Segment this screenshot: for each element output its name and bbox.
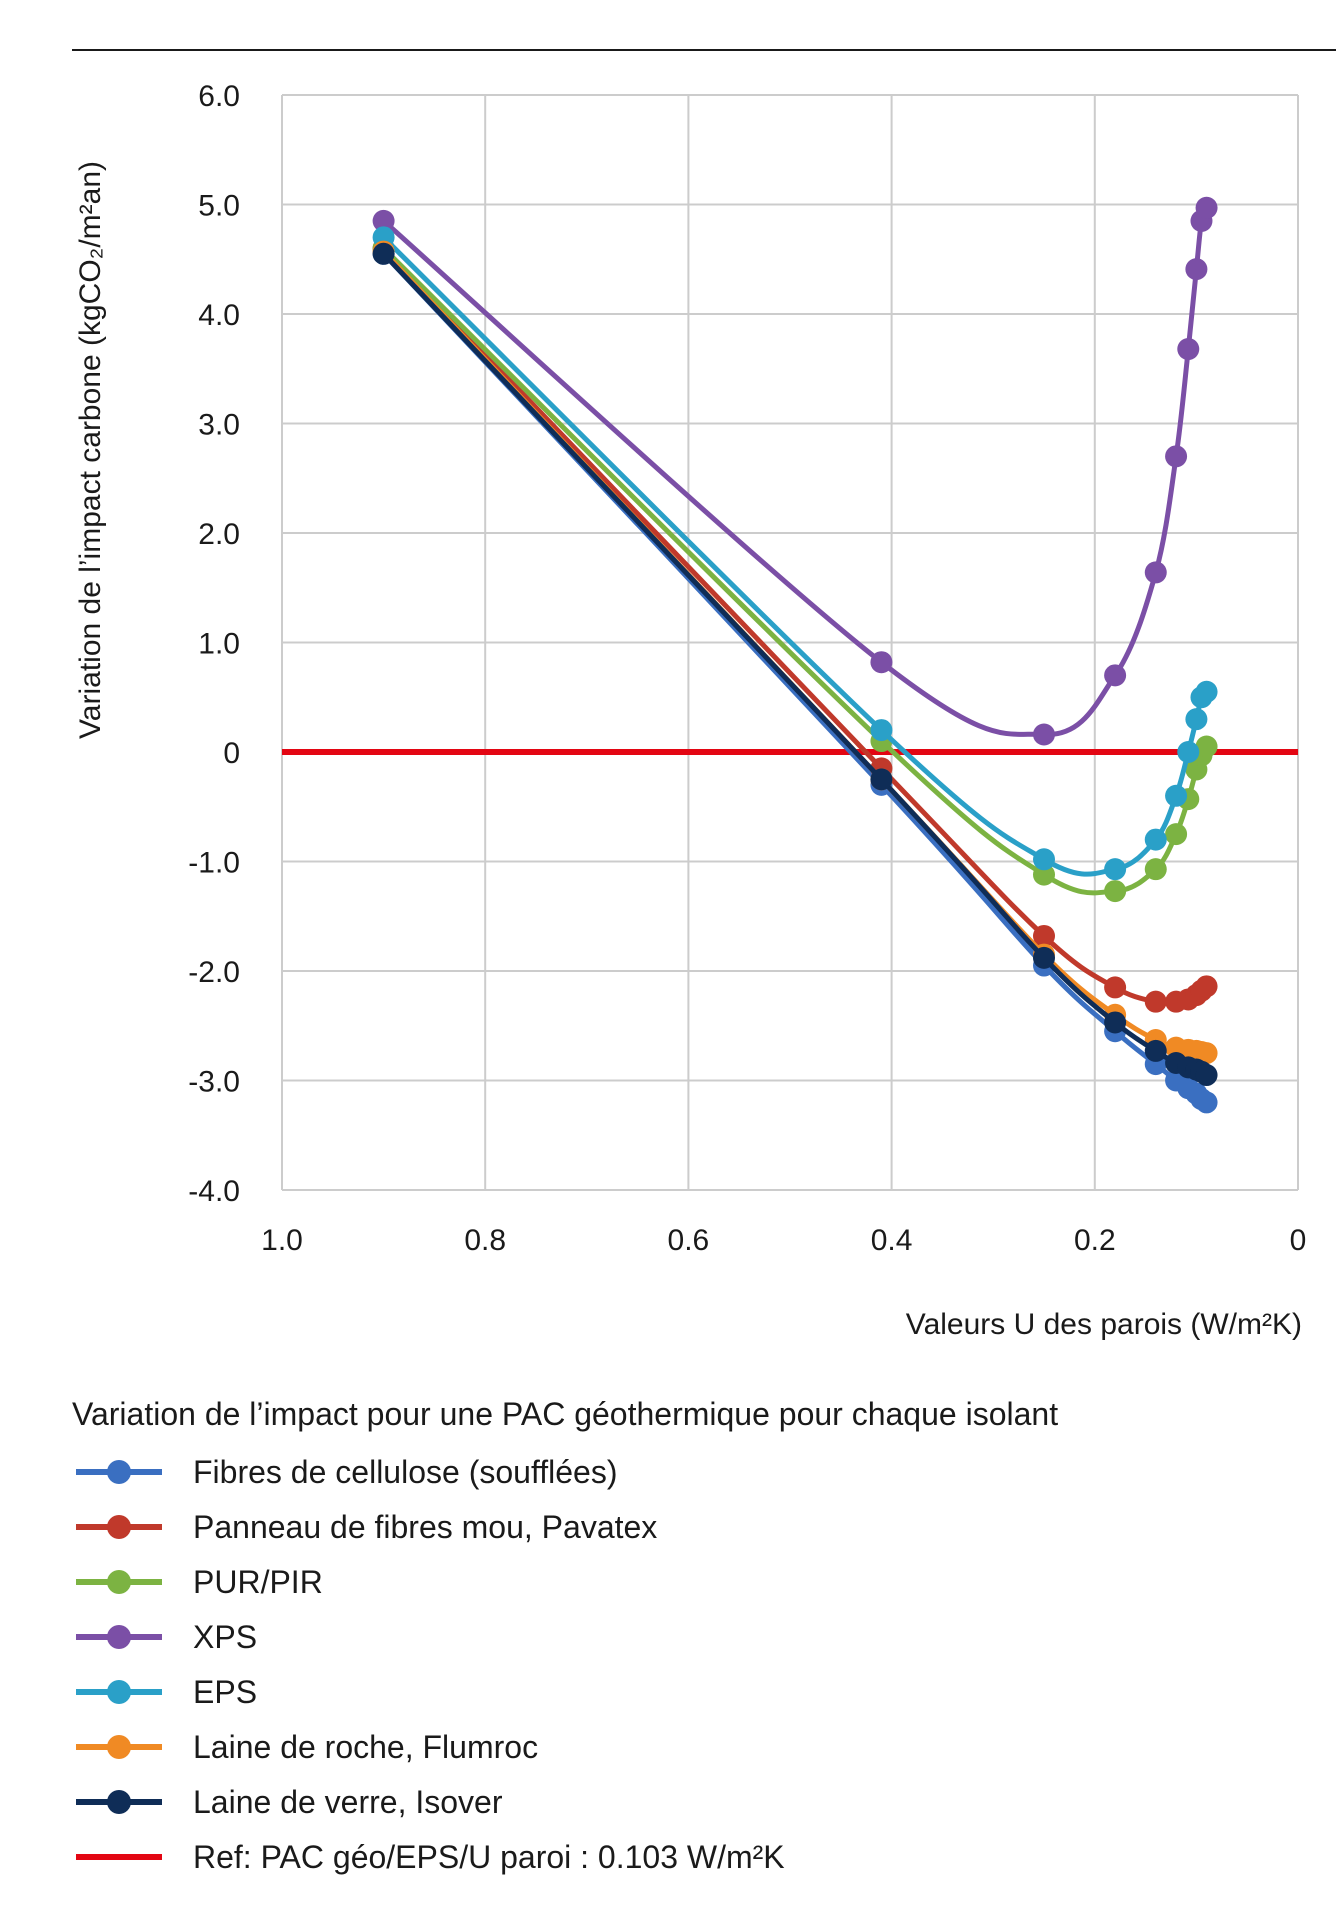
y-tick-label: -1.0 xyxy=(188,847,240,880)
data-point xyxy=(1104,858,1127,881)
y-axis-title: Variation de l’impact carbone (kgCO₂/m²a… xyxy=(74,161,107,739)
data-point xyxy=(1165,445,1188,468)
legend-marker xyxy=(107,1625,131,1649)
series-line xyxy=(381,246,1209,896)
data-point xyxy=(1165,823,1188,846)
data-point xyxy=(1185,258,1208,281)
data-point xyxy=(1104,664,1127,687)
series-3 xyxy=(372,196,1218,746)
legend-label: Panneau de fibres mou, Pavatex xyxy=(193,1509,657,1545)
legend-label: EPS xyxy=(193,1674,257,1710)
y-tick-label: -2.0 xyxy=(188,956,240,989)
data-point xyxy=(870,768,893,791)
data-point xyxy=(1195,735,1218,758)
data-point xyxy=(372,242,395,265)
x-tick-label: 0.4 xyxy=(871,1224,913,1257)
data-point xyxy=(1144,1039,1167,1062)
data-point xyxy=(1144,858,1167,881)
data-point xyxy=(1033,946,1055,969)
y-tick-label: -3.0 xyxy=(188,1066,240,1099)
series-6 xyxy=(372,242,1218,1087)
legend-label: XPS xyxy=(193,1619,257,1655)
legend-marker xyxy=(107,1680,131,1704)
legend-marker xyxy=(107,1460,131,1484)
x-axis-title: Valeurs U des parois (W/m²K) xyxy=(906,1308,1302,1341)
legend-marker xyxy=(107,1570,131,1594)
data-point xyxy=(1195,196,1218,219)
x-tick-label: 0 xyxy=(1290,1224,1307,1257)
y-tick-label: 5.0 xyxy=(198,190,240,223)
y-tick-label: 0 xyxy=(223,737,240,770)
x-tick-label: 0.8 xyxy=(464,1224,506,1257)
series-layer xyxy=(372,196,1218,1114)
tick-labels: 6.0 5.0 4.0 3.0 2.0 1.0 0 -1.0 -2.0 -3.0 -4.0 1.0 0.… xyxy=(188,80,1306,1257)
legend-title: Variation de l’impact pour une PAC géoth… xyxy=(72,1396,1058,1432)
legend-item: Fibres de cellulose (soufflées) xyxy=(76,1454,618,1490)
data-point xyxy=(1195,1042,1218,1065)
legend-label: Fibres de cellulose (soufflées) xyxy=(193,1454,618,1490)
data-point xyxy=(1033,723,1055,746)
data-point xyxy=(1195,1091,1218,1114)
data-point xyxy=(870,651,893,674)
legend-item: XPS xyxy=(76,1619,257,1655)
legend: Fibres de cellulose (soufflées) Panneau d… xyxy=(76,1454,785,1875)
data-point xyxy=(1104,1011,1127,1034)
data-point xyxy=(1185,708,1208,731)
x-tick-label: 0.2 xyxy=(1074,1224,1116,1257)
data-point xyxy=(1165,784,1188,807)
legend-label: PUR/PIR xyxy=(193,1564,323,1600)
gridlines xyxy=(281,94,1299,1191)
data-point xyxy=(1195,680,1218,703)
legend-item: Laine de verre, Isover xyxy=(76,1784,503,1820)
y-tick-label: 1.0 xyxy=(198,628,240,661)
data-point xyxy=(1033,848,1055,871)
legend-marker xyxy=(107,1790,131,1814)
x-tick-label: 1.0 xyxy=(261,1224,303,1257)
legend-marker xyxy=(107,1735,131,1759)
legend-item: PUR/PIR xyxy=(76,1564,323,1600)
y-tick-label: -4.0 xyxy=(188,1175,240,1208)
data-point xyxy=(1144,990,1167,1013)
y-tick-label: 4.0 xyxy=(198,299,240,332)
legend-label: Laine de roche, Flumroc xyxy=(193,1729,538,1765)
legend-marker xyxy=(107,1515,131,1539)
x-tick-label: 0.6 xyxy=(668,1224,710,1257)
data-point xyxy=(1033,863,1055,886)
legend-item: EPS xyxy=(76,1674,257,1710)
legend-item-reference: Ref: PAC géo/EPS/U paroi : 0.103 W/m²K xyxy=(76,1839,785,1875)
data-point xyxy=(1144,828,1167,851)
data-point xyxy=(1104,976,1127,999)
data-point xyxy=(1195,1064,1218,1087)
series-2 xyxy=(372,237,1218,903)
legend-label: Laine de verre, Isover xyxy=(193,1784,503,1820)
y-tick-label: 6.0 xyxy=(198,80,240,113)
data-point xyxy=(870,719,893,742)
data-point xyxy=(1033,924,1055,947)
legend-item: Panneau de fibres mou, Pavatex xyxy=(76,1509,657,1545)
legend-item: Laine de roche, Flumroc xyxy=(76,1729,538,1765)
legend-label: Ref: PAC géo/EPS/U paroi : 0.103 W/m²K xyxy=(193,1839,785,1875)
data-point xyxy=(1104,880,1127,903)
data-point xyxy=(1195,975,1218,998)
y-tick-label: 2.0 xyxy=(198,518,240,551)
data-point xyxy=(1144,561,1167,584)
data-point xyxy=(1177,338,1200,361)
data-point xyxy=(372,209,395,232)
y-tick-label: 3.0 xyxy=(198,409,240,442)
data-point xyxy=(1177,741,1200,763)
